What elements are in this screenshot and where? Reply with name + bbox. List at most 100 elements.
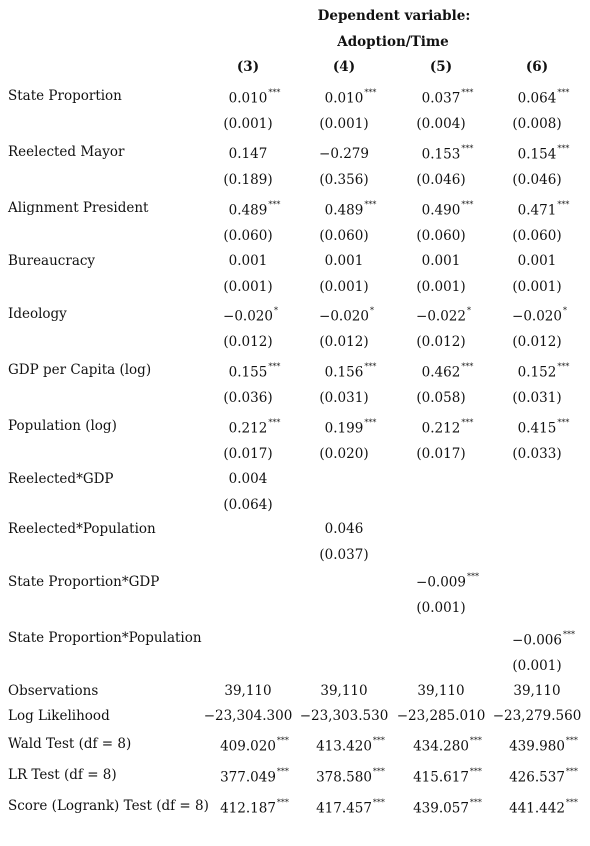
estimate-value: 39,110 — [224, 683, 272, 699]
standard-error-cell: (0.017) — [416, 446, 466, 462]
estimate-value: 39,110 — [320, 683, 368, 699]
estimate-value: 39,110 — [513, 683, 561, 699]
stat-value-cell: 413.420*** — [316, 736, 385, 755]
estimate-value: −0.279 — [319, 146, 369, 162]
significance-stars: * — [369, 306, 374, 315]
estimate-value: 0.212 — [228, 420, 268, 437]
standard-error-cell: (0.060) — [512, 228, 562, 244]
stat-value-cell: 39,110 — [320, 683, 367, 699]
standard-error-cell: (0.001) — [223, 279, 273, 295]
standard-error-cell: (0.012) — [512, 334, 562, 350]
coefficient-cell: 0.155*** — [229, 362, 281, 381]
significance-stars: *** — [268, 88, 281, 97]
standard-error-cell: (0.001) — [223, 116, 273, 132]
stat-value-cell: 409.020*** — [220, 736, 289, 755]
estimate-value: 0.001 — [517, 253, 557, 269]
stat-value-cell: 434.280*** — [413, 736, 482, 755]
estimate-value: 0.471 — [517, 202, 557, 219]
standard-error-cell: (0.064) — [223, 497, 273, 513]
standard-error-cell: (0.001) — [416, 600, 466, 616]
estimate-value: 0.010 — [324, 90, 364, 107]
estimate-value: 0.001 — [421, 253, 461, 269]
significance-stars: *** — [372, 798, 385, 807]
standard-error-cell: (0.001) — [512, 658, 562, 674]
estimate-value: 412.187 — [220, 800, 276, 817]
estimate-value: −0.006 — [512, 632, 562, 649]
row-label: GDP per Capita (log) — [8, 362, 152, 378]
standard-error-cell: (0.189) — [223, 172, 273, 188]
estimate-value: −23,279.560 — [492, 708, 582, 724]
estimate-value: 0.001 — [228, 253, 268, 269]
coefficient-cell: −0.020* — [512, 306, 567, 325]
dependent-variable-heading: Dependent variable: — [317, 8, 471, 24]
standard-error-cell: (0.046) — [416, 172, 466, 188]
standard-error-cell: (0.031) — [512, 390, 562, 406]
significance-stars: *** — [557, 362, 570, 371]
coefficient-cell: 0.001 — [422, 253, 461, 269]
stat-value-cell: 426.537*** — [509, 767, 578, 786]
significance-stars: *** — [461, 88, 474, 97]
estimate-value: 409.020 — [220, 738, 276, 755]
stat-value-cell: 439.057*** — [413, 798, 482, 817]
significance-stars: *** — [372, 767, 385, 776]
significance-stars: *** — [268, 362, 281, 371]
standard-error-cell: (0.356) — [319, 172, 369, 188]
stat-label: Observations — [8, 683, 99, 699]
estimate-value: 0.010 — [228, 90, 268, 107]
significance-stars: *** — [469, 767, 482, 776]
standard-error-cell: (0.008) — [512, 116, 562, 132]
coefficient-cell: 0.001 — [229, 253, 268, 269]
standard-error-cell: (0.037) — [319, 547, 369, 563]
estimate-value: 439.057 — [413, 800, 469, 817]
coefficient-cell: 0.462*** — [421, 362, 474, 381]
dependent-variable-name: Adoption/Time — [337, 34, 449, 50]
estimate-value: −23,303.530 — [299, 708, 389, 724]
estimate-value: 0.004 — [228, 471, 268, 487]
stat-value-cell: 417.457*** — [316, 798, 385, 817]
standard-error-cell: (0.004) — [416, 116, 466, 132]
estimate-value: 0.489 — [324, 202, 364, 219]
estimate-value: 426.537 — [509, 769, 565, 786]
coefficient-cell: 0.415*** — [518, 418, 570, 437]
row-label: Alignment President — [8, 200, 149, 216]
stat-value-cell: 415.617*** — [413, 767, 482, 786]
significance-stars: *** — [557, 88, 570, 97]
significance-stars: *** — [565, 767, 578, 776]
row-label: Reelected*Population — [8, 521, 156, 537]
column-header-6: (6) — [525, 59, 549, 75]
coefficient-cell: 0.212*** — [228, 418, 281, 437]
stat-value-cell: 441.442*** — [509, 798, 578, 817]
estimate-value: 0.153 — [421, 146, 461, 163]
standard-error-cell: (0.017) — [223, 446, 273, 462]
estimate-value: 0.489 — [228, 202, 268, 219]
estimate-value: 0.462 — [421, 364, 461, 381]
coefficient-cell: −0.009*** — [416, 572, 479, 591]
estimate-value: 378.580 — [316, 769, 372, 786]
estimate-value: −0.020 — [512, 308, 562, 325]
estimate-value: 0.147 — [228, 146, 268, 162]
stat-value-cell: −23,279.560 — [493, 708, 582, 724]
row-label: State Proportion — [8, 88, 122, 104]
standard-error-cell: (0.020) — [319, 446, 369, 462]
estimate-value: 0.037 — [421, 90, 461, 107]
coefficient-cell: 0.153*** — [421, 144, 474, 163]
standard-error-cell: (0.036) — [223, 390, 273, 406]
stat-value-cell: −23,303.530 — [300, 708, 389, 724]
stat-value-cell: 39,110 — [417, 683, 464, 699]
stat-label: LR Test (df = 8) — [8, 767, 117, 783]
coefficient-cell: 0.037*** — [421, 88, 474, 107]
significance-stars: *** — [461, 362, 474, 371]
coefficient-cell: −0.006*** — [512, 630, 575, 649]
row-label: Ideology — [8, 306, 67, 322]
estimate-value: 377.049 — [220, 769, 276, 786]
estimate-value: 434.280 — [413, 738, 469, 755]
estimate-value: −23,304.300 — [203, 708, 293, 724]
standard-error-cell: (0.033) — [512, 446, 562, 462]
estimate-value: −0.009 — [416, 574, 466, 591]
estimate-value: 0.154 — [517, 146, 557, 163]
row-label: Bureaucracy — [8, 253, 96, 269]
coefficient-cell: −0.022* — [416, 306, 471, 325]
estimate-value: 441.442 — [509, 800, 565, 817]
coefficient-cell: 0.064*** — [518, 88, 570, 107]
estimate-value: 0.199 — [324, 420, 364, 437]
